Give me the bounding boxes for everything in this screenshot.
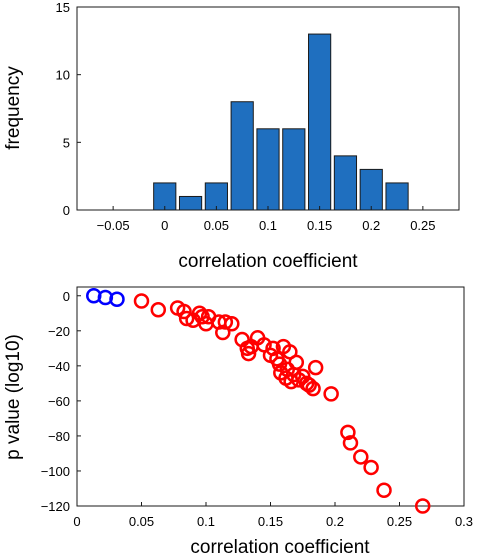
histogram-bar <box>153 182 177 211</box>
scatter-point <box>414 498 431 514</box>
histogram-bar <box>333 155 358 211</box>
scatter-point <box>150 302 167 318</box>
scatter-point <box>178 310 195 327</box>
histogram-bar <box>359 168 383 211</box>
scatter-point <box>305 380 321 397</box>
x-tick-label: 0.05 <box>204 218 229 233</box>
x-tick-label: 0.2 <box>362 218 380 233</box>
histogram-bar <box>308 33 332 211</box>
scatter-y-axis-label: p value (log10) <box>3 334 24 460</box>
scatter-point <box>353 449 369 465</box>
histogram-panel: −0.05 0 0.05 0.1 0.15 0.2 0.25 0 5 10 15 correlat… <box>3 0 460 272</box>
scatter-point <box>217 314 234 330</box>
scatter-points <box>86 288 431 514</box>
x-tick-label: 0.2 <box>326 514 344 529</box>
x-tick-label: 0 <box>161 218 168 233</box>
x-tick-label: 0.05 <box>129 514 154 529</box>
histogram-x-axis-label: correlation coefficient <box>178 251 358 272</box>
y-tick-label: −60 <box>48 394 70 409</box>
x-tick-label: 0 <box>73 514 80 529</box>
x-tick-label: 0.1 <box>259 218 277 233</box>
scatter-point <box>342 435 359 451</box>
scatter-panel: 0 0.05 0.1 0.15 0.2 0.25 0.3 0 −20 −40 −60 −80 −100… <box>3 286 473 558</box>
scatter-point <box>376 482 392 498</box>
x-tick-label: 0.15 <box>307 218 332 233</box>
x-tick-label: 0.1 <box>197 514 215 529</box>
x-tick-label: 0.25 <box>387 514 412 529</box>
y-tick-label: −100 <box>41 464 70 479</box>
scatter-plot-frame <box>76 286 465 507</box>
scatter-point <box>176 303 192 320</box>
histogram-bar <box>282 128 306 211</box>
y-tick-label: 0 <box>63 203 70 218</box>
scatter-point <box>307 359 324 376</box>
y-tick-label: 10 <box>56 68 70 83</box>
scatter-point <box>109 291 125 308</box>
y-tick-label: −20 <box>48 324 70 339</box>
scatter-point <box>363 459 379 476</box>
scatter-point <box>340 424 356 441</box>
x-tick-label: 0.25 <box>410 218 435 233</box>
scatter-point <box>215 324 231 341</box>
x-tick-label: 0.15 <box>258 514 283 529</box>
histogram-x-ticks: −0.05 0 0.05 0.1 0.15 0.2 0.25 <box>97 206 436 233</box>
histogram-bars <box>153 33 409 211</box>
y-tick-label: −80 <box>48 429 70 444</box>
y-tick-label: 5 <box>63 135 70 150</box>
scatter-point <box>224 316 240 332</box>
histogram-bar <box>204 182 228 211</box>
scatter-point <box>288 354 305 371</box>
scatter-point <box>301 377 317 393</box>
histogram-bar <box>385 182 409 211</box>
scatter-x-axis-label: correlation coefficient <box>190 537 370 558</box>
scatter-point <box>240 345 257 362</box>
x-tick-label: −0.05 <box>97 218 130 233</box>
x-tick-label: 0.3 <box>455 514 473 529</box>
y-tick-label: −40 <box>48 359 70 374</box>
y-tick-label: 0 <box>63 289 70 304</box>
scatter-y-ticks: 0 −20 −40 −60 −80 −100 −120 <box>41 289 81 514</box>
histogram-bar <box>230 101 254 211</box>
y-tick-label: −120 <box>41 499 70 514</box>
scatter-x-ticks: 0 0.05 0.1 0.15 0.2 0.25 0.3 <box>73 502 473 529</box>
histogram-y-axis-label: frequency <box>3 66 24 150</box>
histogram-y-ticks: 0 5 10 15 <box>56 0 81 218</box>
histogram-bar <box>178 195 203 211</box>
y-tick-label: 15 <box>56 0 70 15</box>
scatter-point <box>323 386 339 402</box>
histogram-bar <box>256 128 280 211</box>
scatter-point <box>133 293 150 309</box>
